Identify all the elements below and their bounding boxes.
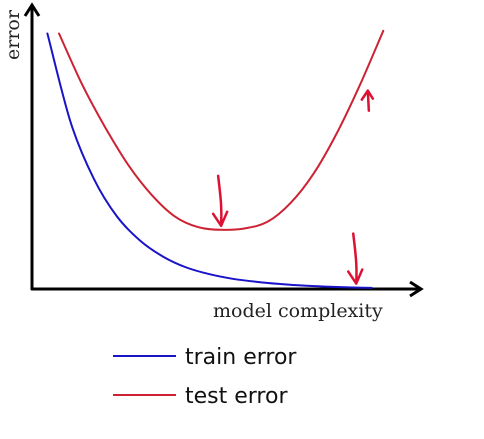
- annotation-arrow-up-3: [362, 91, 373, 111]
- series-layer: [47, 31, 383, 288]
- annotation-arrow-down-1: [213, 176, 227, 226]
- legend-label-train: train error: [185, 345, 297, 370]
- annotation-arrow-stroke: [213, 176, 227, 226]
- legend-item-test: test error: [113, 384, 288, 409]
- y-axis-label: error: [2, 9, 24, 60]
- annotation-layer: [213, 91, 373, 284]
- legend: train error test error: [113, 345, 297, 409]
- annotation-arrow-stroke: [348, 234, 362, 284]
- legend-label-test: test error: [185, 384, 288, 409]
- series-line-train-error: [47, 34, 371, 288]
- annotation-arrow-stroke: [362, 91, 373, 111]
- axes: [25, 5, 421, 296]
- x-axis-label: model complexity: [213, 300, 383, 322]
- annotation-arrow-down-2: [348, 234, 362, 284]
- legend-item-train: train error: [113, 345, 297, 370]
